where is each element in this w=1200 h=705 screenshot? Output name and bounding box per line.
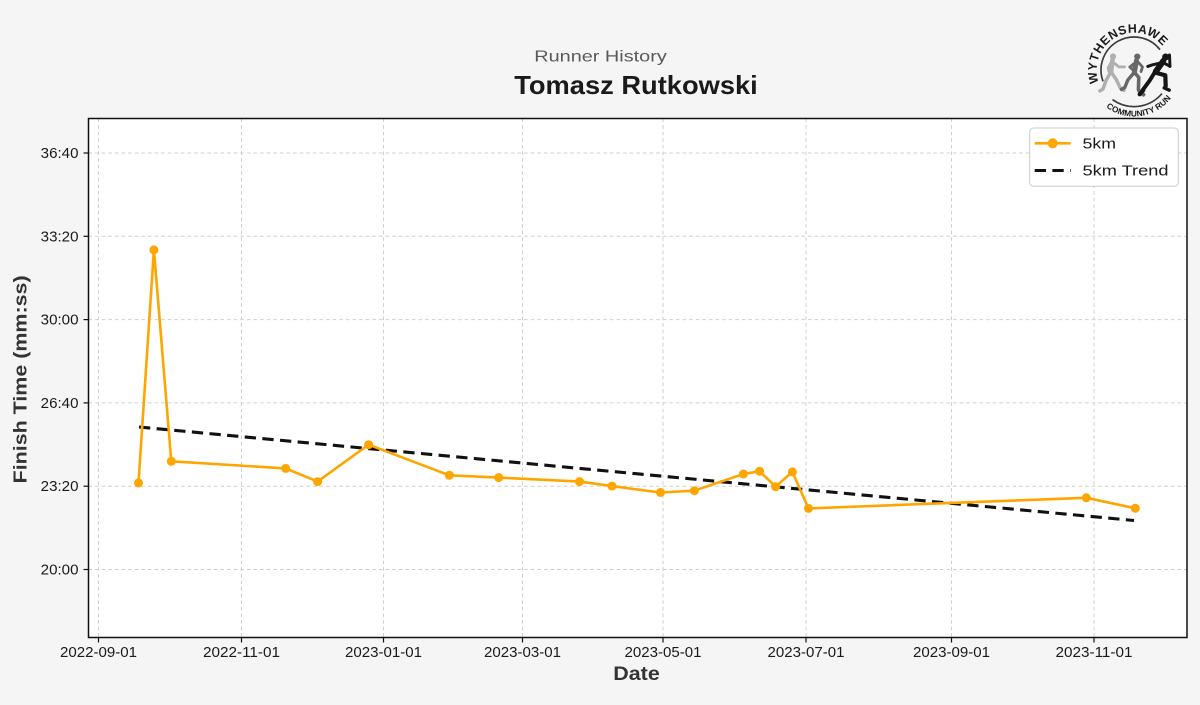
svg-text:2023-09-01: 2023-09-01 [913,645,990,661]
svg-text:2023-11-01: 2023-11-01 [1056,645,1133,661]
svg-text:23:20: 23:20 [41,479,79,495]
svg-text:26:40: 26:40 [41,396,79,412]
svg-text:Date: Date [613,664,660,685]
svg-text:33:20: 33:20 [41,229,79,245]
svg-text:30:00: 30:00 [41,313,79,329]
svg-text:20:00: 20:00 [41,563,79,579]
svg-text:2023-05-01: 2023-05-01 [625,645,702,661]
svg-text:5km: 5km [1083,135,1117,152]
svg-text:Tomasz Rutkowski: Tomasz Rutkowski [514,70,758,100]
svg-text:2023-01-01: 2023-01-01 [345,645,422,661]
svg-text:2022-09-01: 2022-09-01 [60,645,137,661]
svg-text:5km Trend: 5km Trend [1083,163,1169,180]
svg-text:36:40: 36:40 [41,146,79,162]
svg-text:Finish Time (mm:ss): Finish Time (mm:ss) [10,275,31,483]
svg-text:Runner History: Runner History [534,49,667,66]
svg-text:2023-03-01: 2023-03-01 [484,645,561,661]
svg-text:2022-11-01: 2022-11-01 [203,645,280,661]
svg-text:2023-07-01: 2023-07-01 [768,645,845,661]
